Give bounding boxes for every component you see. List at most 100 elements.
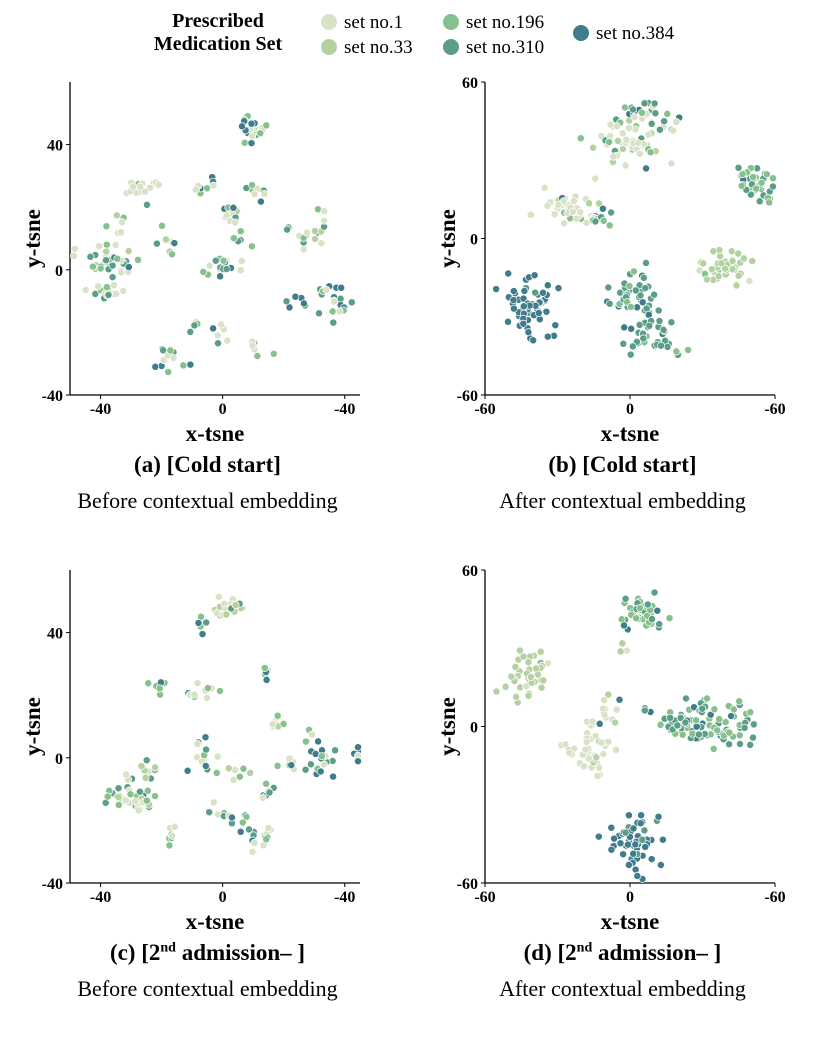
scatter-point [709, 744, 718, 753]
scatter-point [311, 235, 319, 243]
x-tick-label: -40 [90, 889, 111, 906]
scatter-points [70, 112, 356, 376]
scatter-point [143, 786, 152, 795]
scatter-point [229, 775, 238, 784]
scatter-point [170, 239, 179, 248]
scatter-point [532, 664, 541, 673]
scatter-point [169, 354, 178, 362]
scatter-point [303, 228, 311, 237]
scatter-point [710, 705, 719, 714]
scatter-point [504, 317, 512, 326]
scatter-point [660, 117, 669, 126]
scatter-point [615, 695, 624, 704]
scatter-point [86, 252, 95, 261]
x-tick-label: 0 [219, 401, 227, 418]
scatter-point [222, 610, 231, 619]
scatter-point [269, 349, 278, 358]
scatter-point [519, 294, 528, 303]
scatter-point [543, 201, 552, 210]
scatter-plot-a: -40 0 -40 -40 0 40 x-tsne y-tsne [20, 82, 360, 446]
scatter-point [213, 752, 222, 761]
scatter-point [550, 210, 559, 219]
scatter-point [665, 614, 674, 623]
scatter-point [193, 679, 202, 688]
scatter-point [539, 676, 548, 685]
scatter-point [236, 227, 245, 236]
scatter-point [663, 342, 672, 351]
scatter-point [655, 317, 664, 325]
y-tick-label: 0 [55, 751, 63, 768]
x-axis-label: x-tsne [601, 421, 660, 446]
scatter-point [624, 840, 632, 849]
scatter-point [729, 705, 738, 714]
scatter-point [211, 256, 220, 265]
scatter-point [519, 302, 528, 311]
scatter-point [706, 710, 715, 719]
scatter-point [640, 706, 649, 715]
scatter-point [512, 692, 521, 701]
scatter-point [316, 767, 325, 776]
scatter-point [746, 190, 755, 199]
scatter-point [678, 730, 687, 739]
scatter-point [569, 196, 578, 205]
legend-item-set-310: set no.310 [443, 37, 544, 59]
scatter-point [645, 321, 654, 330]
scatter-points [101, 592, 362, 856]
scatter-point [672, 117, 681, 126]
scatter-point [762, 170, 771, 179]
scatter-point [331, 746, 340, 755]
scatter-point [650, 99, 659, 108]
scatter-point [247, 119, 256, 128]
scatter-point [258, 793, 267, 802]
legend-label: set no.310 [466, 37, 545, 58]
panel-c-caption-sup: nd [160, 940, 176, 956]
scatter-point [283, 225, 292, 234]
scatter-point [111, 241, 120, 249]
scatter-point [559, 197, 568, 206]
scatter-point [524, 658, 533, 667]
scatter-point [739, 254, 748, 263]
scatter-point [536, 647, 545, 656]
scatter-point [248, 181, 257, 189]
scatter-point [109, 281, 118, 290]
scatter-point [626, 302, 635, 311]
scatter-point [285, 754, 294, 763]
scatter-point [728, 265, 737, 274]
scatter-point [638, 298, 647, 307]
panel-d-caption-subtitle: After contextual embedding [499, 976, 746, 1001]
scatter-point [314, 737, 323, 746]
scatter-point [168, 831, 177, 840]
scatter-point [591, 732, 600, 741]
scatter-point [239, 764, 248, 773]
scatter-point [588, 717, 597, 726]
scatter-point [222, 211, 231, 220]
scatter-point [619, 339, 628, 348]
scatter-point [646, 148, 655, 157]
scatter-point [253, 352, 262, 360]
scatter-point [629, 849, 638, 858]
scatter-point [250, 189, 259, 198]
scatter-point [102, 256, 110, 265]
scatter-point [319, 760, 328, 769]
panel-d-caption-prefix: (d) [2 [523, 940, 577, 965]
scatter-point [236, 827, 245, 836]
y-axis-label: y-tsne [20, 697, 45, 756]
scatter-point [591, 174, 600, 183]
scatter-point [142, 796, 151, 805]
scatter-point [650, 290, 659, 299]
panel-d: -60 0 -60 -60 0 60 x-tsne y-tsne (d) [2nd admis… [415, 558, 830, 1038]
panel-c-caption-prefix: (c) [2 [109, 940, 161, 965]
y-axis-label: y-tsne [435, 697, 460, 756]
scatter-point [246, 768, 255, 777]
scatter-point [186, 327, 195, 336]
legend-label: set no.1 [344, 12, 404, 33]
scatter-point [347, 298, 356, 307]
y-axis-label: y-tsne [435, 209, 460, 268]
scatter-point [492, 687, 501, 696]
scatter-point [216, 272, 225, 281]
scatter-point [306, 760, 315, 769]
scatter-point [529, 336, 538, 345]
scatter-point [604, 737, 613, 746]
y-tick-label: -60 [457, 388, 478, 405]
scatter-point [262, 835, 271, 844]
